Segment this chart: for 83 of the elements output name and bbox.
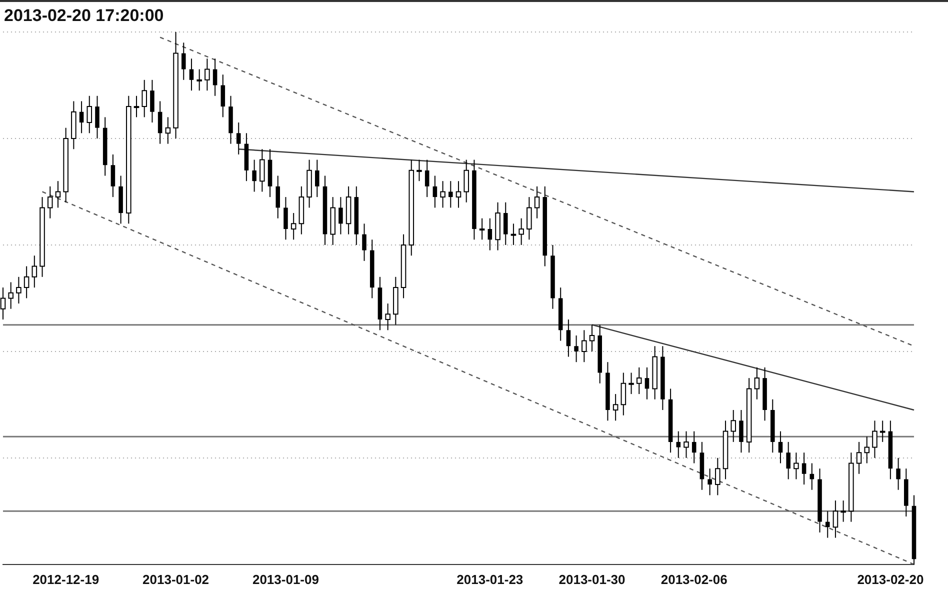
candlestick xyxy=(825,510,830,538)
x-tick-label: 2013-01-23 xyxy=(456,572,524,587)
candlestick xyxy=(526,196,532,240)
candlestick xyxy=(189,58,194,92)
candlestick xyxy=(794,452,799,480)
candlestick xyxy=(856,441,862,474)
candlestick xyxy=(620,372,626,416)
candlestick xyxy=(840,500,846,522)
x-tick-label: 2013-01-02 xyxy=(142,572,210,587)
candlestick xyxy=(260,148,265,192)
candlestick xyxy=(55,180,61,208)
candlestick xyxy=(730,410,736,442)
candlestick xyxy=(456,180,462,208)
candlestick xyxy=(636,366,642,395)
candlestick xyxy=(872,420,878,458)
candlestick xyxy=(8,282,14,310)
candlestick xyxy=(518,218,524,246)
candlestick xyxy=(284,196,288,240)
candlestick xyxy=(385,303,390,331)
candlestick xyxy=(212,58,218,96)
candlestick xyxy=(896,457,900,490)
candlestick xyxy=(276,175,280,219)
x-tick-label: 2013-02-20 xyxy=(857,572,924,587)
candlestick xyxy=(16,276,22,304)
candlestick xyxy=(338,196,343,235)
candlestick xyxy=(181,42,186,80)
candlestick xyxy=(802,452,806,486)
candlestick xyxy=(488,218,492,251)
candlestick xyxy=(832,500,838,538)
candlestick xyxy=(134,95,140,118)
candlestick xyxy=(864,436,870,464)
candlestick xyxy=(778,430,783,464)
candlestick xyxy=(676,430,681,458)
candlestick xyxy=(503,202,508,246)
candlestick xyxy=(510,223,516,246)
x-tick-label: 2012-12-19 xyxy=(32,572,100,587)
candlestick xyxy=(534,186,540,219)
candlestick xyxy=(165,116,171,144)
x-tick-label: 2013-01-09 xyxy=(252,572,319,587)
candlestick xyxy=(290,212,296,240)
candlestick xyxy=(32,255,38,288)
candlestick xyxy=(464,159,469,203)
candlestick xyxy=(86,95,92,134)
candlestick xyxy=(582,330,587,363)
candlestick xyxy=(204,58,210,92)
candlestick xyxy=(479,218,485,240)
candlestick xyxy=(424,159,430,198)
chart-title: 2013-02-20 17:20:00 xyxy=(4,6,164,26)
candlestick xyxy=(314,159,320,198)
candlestick xyxy=(47,186,53,219)
candlestick xyxy=(0,287,6,320)
candlestick xyxy=(416,159,422,182)
candlestick xyxy=(95,95,100,139)
candlestick xyxy=(786,441,790,480)
x-tick-label: 2013-02-06 xyxy=(660,572,728,587)
candlestick xyxy=(708,468,712,496)
candlestick xyxy=(684,430,689,458)
candlestick xyxy=(589,324,595,352)
candlestick xyxy=(754,366,760,400)
candlestick xyxy=(24,266,30,299)
candlestick xyxy=(612,394,618,422)
candlestick xyxy=(566,318,571,358)
candlestick xyxy=(150,79,154,124)
candlestick xyxy=(158,100,162,144)
candlestick xyxy=(220,74,226,118)
candlestick xyxy=(236,122,241,155)
candlestick xyxy=(252,159,256,192)
candlestick xyxy=(440,180,446,208)
candlestick xyxy=(880,420,886,442)
candlestick xyxy=(574,334,578,363)
candlestick xyxy=(448,180,453,208)
candlestick xyxy=(142,79,148,118)
candlestick xyxy=(644,366,650,400)
candlestick xyxy=(196,68,202,92)
candlestick xyxy=(739,410,744,454)
candlestick xyxy=(79,100,84,134)
candlestick xyxy=(692,430,696,464)
x-tick-label: 2013-01-30 xyxy=(558,572,626,587)
candlestick xyxy=(628,372,634,395)
candlestick xyxy=(110,154,116,198)
candlestick xyxy=(715,457,720,496)
candlestick xyxy=(362,223,366,262)
candlestick xyxy=(432,175,438,208)
